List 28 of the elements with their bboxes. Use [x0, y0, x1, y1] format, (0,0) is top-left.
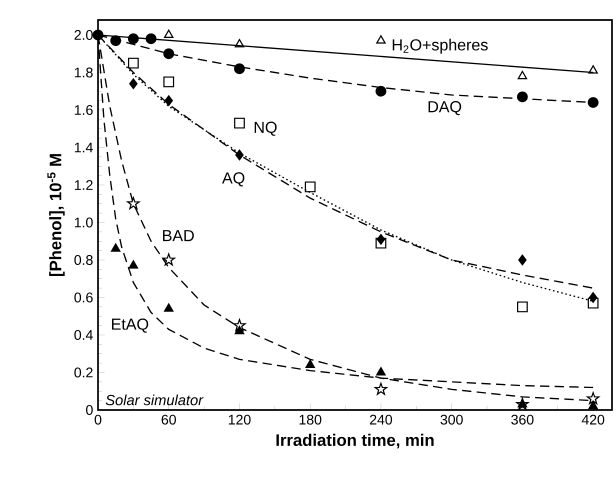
y-tick-label: 0 [86, 405, 93, 415]
annotation: Solar simulator [106, 394, 204, 406]
y-tick-label: 0.4 [74, 330, 93, 340]
x-tick-label: 420 [582, 414, 604, 425]
x-tick-label: 300 [440, 414, 463, 425]
text: DAQ [428, 101, 462, 116]
y-tick-label: 0.8 [74, 255, 93, 265]
y-tick-label: 1.8 [74, 68, 93, 78]
y-tick-label: 2.0 [74, 30, 93, 40]
y-tick-label: 1.4 [74, 142, 93, 152]
x-tick-label: 60 [162, 414, 176, 425]
series-label: AQ [222, 172, 244, 186]
x-tick-label: 0 [94, 414, 102, 425]
x-tick-label: 120 [228, 414, 251, 425]
x-tick-label: 180 [300, 414, 322, 425]
y-axis-title: [Phenol], 10$^{-5}$ M [47, 154, 65, 276]
y-tick-label: 1.0 [74, 218, 93, 228]
x-tick-label: 240 [370, 414, 392, 425]
series-label: NQ [254, 122, 277, 136]
series-label: H$_{2}$O+spheres [392, 38, 488, 54]
series-label: BAD [163, 230, 194, 242]
x-axis-title: Irradiation time, min [276, 434, 434, 448]
y-tick-label: 0.2 [74, 368, 93, 378]
x-tick-label: 360 [511, 414, 534, 425]
y-tick-label: 0.6 [74, 292, 93, 302]
y-tick-label: 1.6 [74, 105, 93, 115]
series-label: EtAQ [112, 318, 148, 333]
y-tick-label: 1.2 [74, 180, 93, 190]
